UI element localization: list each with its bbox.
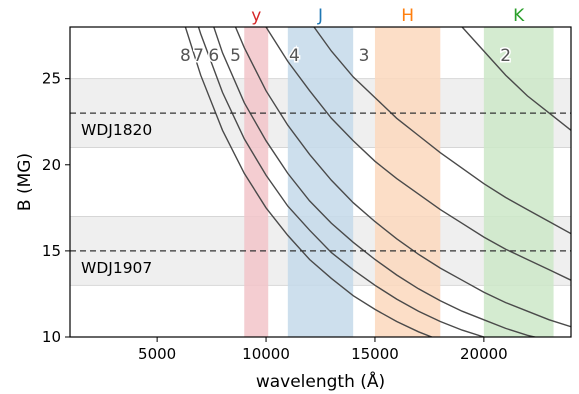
harmonic-curve-7 bbox=[197, 27, 487, 337]
band-label: y bbox=[251, 6, 261, 26]
curve-label: 2 bbox=[500, 46, 511, 66]
curve-label: 3 bbox=[359, 46, 370, 66]
y-axis-label: B (MG) bbox=[15, 153, 35, 211]
harmonic-curve-8 bbox=[184, 27, 434, 337]
harmonic-curve-6 bbox=[213, 27, 538, 337]
band-J bbox=[287, 27, 354, 337]
curve-label: 8 bbox=[180, 46, 191, 66]
curve-label: 7 bbox=[193, 46, 204, 66]
object-label: WDJ1907 bbox=[81, 259, 152, 277]
band-label: K bbox=[513, 6, 525, 26]
y-tick-label: 25 bbox=[42, 70, 61, 88]
photometric-bands bbox=[244, 27, 554, 337]
y-tick-label: 10 bbox=[42, 328, 61, 346]
band-label: H bbox=[401, 6, 414, 26]
x-tick-label: 15000 bbox=[351, 345, 399, 363]
band-y bbox=[244, 27, 269, 337]
x-axis-label: wavelength (Å) bbox=[256, 370, 385, 392]
y-tick-label: 20 bbox=[42, 156, 61, 174]
x-tick-label: 20000 bbox=[460, 345, 508, 363]
plot-frame bbox=[69, 26, 572, 338]
harmonic-curve-3 bbox=[313, 27, 571, 235]
x-tick-label: 5000 bbox=[138, 345, 176, 363]
object-label: WDJ1820 bbox=[81, 121, 152, 139]
curve-label: 5 bbox=[230, 46, 241, 66]
curve-label: 4 bbox=[289, 46, 300, 66]
band-K bbox=[483, 27, 554, 337]
harmonic-curve-2 bbox=[461, 27, 571, 131]
harmonic-curve-4 bbox=[265, 27, 571, 281]
band-label: J bbox=[317, 6, 323, 26]
y-tick-label: 15 bbox=[42, 242, 61, 260]
x-tick-label: 10000 bbox=[242, 345, 290, 363]
curve-label: 6 bbox=[208, 46, 219, 66]
band-H bbox=[374, 27, 441, 337]
